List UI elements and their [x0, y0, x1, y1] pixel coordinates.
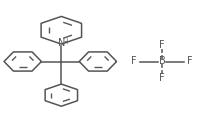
Text: +: + [63, 37, 70, 46]
Text: F: F [159, 73, 165, 83]
Text: F: F [159, 40, 165, 50]
Text: F: F [131, 56, 137, 67]
Text: F: F [187, 56, 193, 67]
Text: N: N [58, 38, 65, 48]
Text: B: B [159, 56, 165, 67]
